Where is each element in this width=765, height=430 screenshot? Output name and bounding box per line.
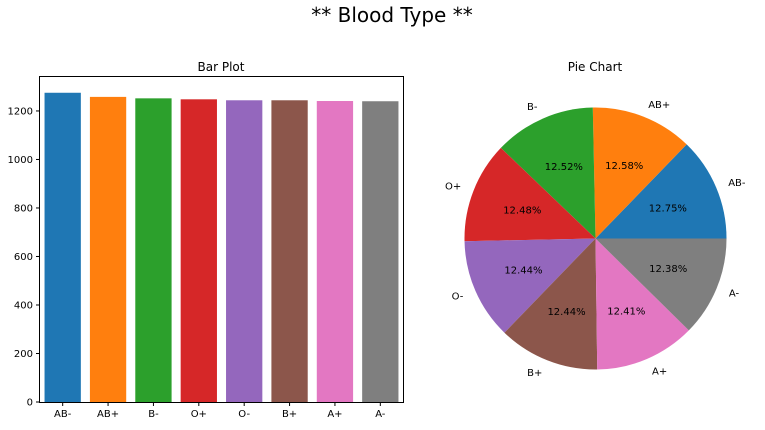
bar-AB- <box>44 92 81 402</box>
x-tick-label: B- <box>148 409 159 420</box>
pie-labels: AB- AB+ B- O+ O- B+ A+ A- <box>445 100 746 379</box>
y-tick-label: 1200 <box>8 106 33 117</box>
bar-O- <box>226 100 263 402</box>
pie-slice-A+ <box>595 238 689 370</box>
y-tick-label: 0 <box>27 398 33 409</box>
y-tick-label: 800 <box>14 203 33 214</box>
pie-label: AB- <box>728 178 746 189</box>
bar-B+ <box>271 100 308 402</box>
bar-AB+ <box>89 96 127 402</box>
y-tick-label: 400 <box>14 300 33 311</box>
pie-slice-AB- <box>595 144 727 239</box>
pie-label: O- <box>452 292 464 303</box>
pie-slice-O- <box>464 238 596 333</box>
pie-slice-A- <box>595 238 727 331</box>
pie-label: A+ <box>652 367 667 378</box>
pie-percentage-label: 12.44% <box>547 307 585 318</box>
x-tick-label: B+ <box>282 409 297 420</box>
pie-label: B+ <box>527 368 542 379</box>
x-tick-label: AB- <box>54 409 72 420</box>
x-tick-label: A- <box>375 409 386 420</box>
y-tick-label: 1000 <box>8 155 33 166</box>
pie-label: B- <box>527 102 538 113</box>
bar-O+ <box>180 99 217 402</box>
pie-chart-title: Pie Chart <box>568 60 623 74</box>
bar-plot-frame <box>39 76 404 403</box>
pie-percentage-label: 12.44% <box>504 265 542 276</box>
pie-percentages: 12.75% 12.58% 12.52% 12.48% 12.44% 12.44% 12.4… <box>503 161 687 318</box>
y-tick-label: 600 <box>14 252 33 263</box>
x-tick-label: AB+ <box>97 409 119 420</box>
bar-y-axis: 0 200 400 600 800 1000 1200 <box>8 106 40 409</box>
pie-slice-O+ <box>464 147 596 242</box>
pie-label: O+ <box>445 182 461 193</box>
pie-percentage-label: 12.38% <box>649 264 687 275</box>
pie-percentage-label: 12.58% <box>605 161 643 172</box>
pie-label: A- <box>729 289 740 300</box>
x-tick-label: A+ <box>327 409 342 420</box>
pie-slice-B+ <box>504 238 598 370</box>
bar-A+ <box>316 101 354 402</box>
pie-slice-B- <box>500 107 596 239</box>
figure-title: ** Blood Type ** <box>311 3 472 27</box>
bar-B- <box>135 98 172 402</box>
bar-plot: Bar Plot 0 200 400 600 800 1000 1200 AB- AB+ B- O… <box>8 60 404 420</box>
y-tick-label: 200 <box>14 349 33 360</box>
bar-plot-title: Bar Plot <box>198 60 245 74</box>
bar-A- <box>362 101 399 402</box>
bar-series <box>44 92 399 402</box>
pie-percentage-label: 12.52% <box>545 162 583 173</box>
pie-slice-AB+ <box>592 107 687 239</box>
pie-percentage-label: 12.75% <box>649 203 687 214</box>
pie-percentage-label: 12.48% <box>503 205 541 216</box>
x-tick-label: O+ <box>191 409 207 420</box>
pie-chart: Pie Chart AB- AB+ B- O+ O- B+ A+ A- 12.75% 12.58… <box>445 60 746 379</box>
x-tick-label: O- <box>238 409 250 420</box>
pie-percentage-label: 12.41% <box>607 306 645 317</box>
bar-x-axis: AB- AB+ B- O+ O- B+ A+ A- <box>54 402 386 420</box>
pie-label: AB+ <box>648 100 670 111</box>
pie-slices <box>464 107 727 370</box>
